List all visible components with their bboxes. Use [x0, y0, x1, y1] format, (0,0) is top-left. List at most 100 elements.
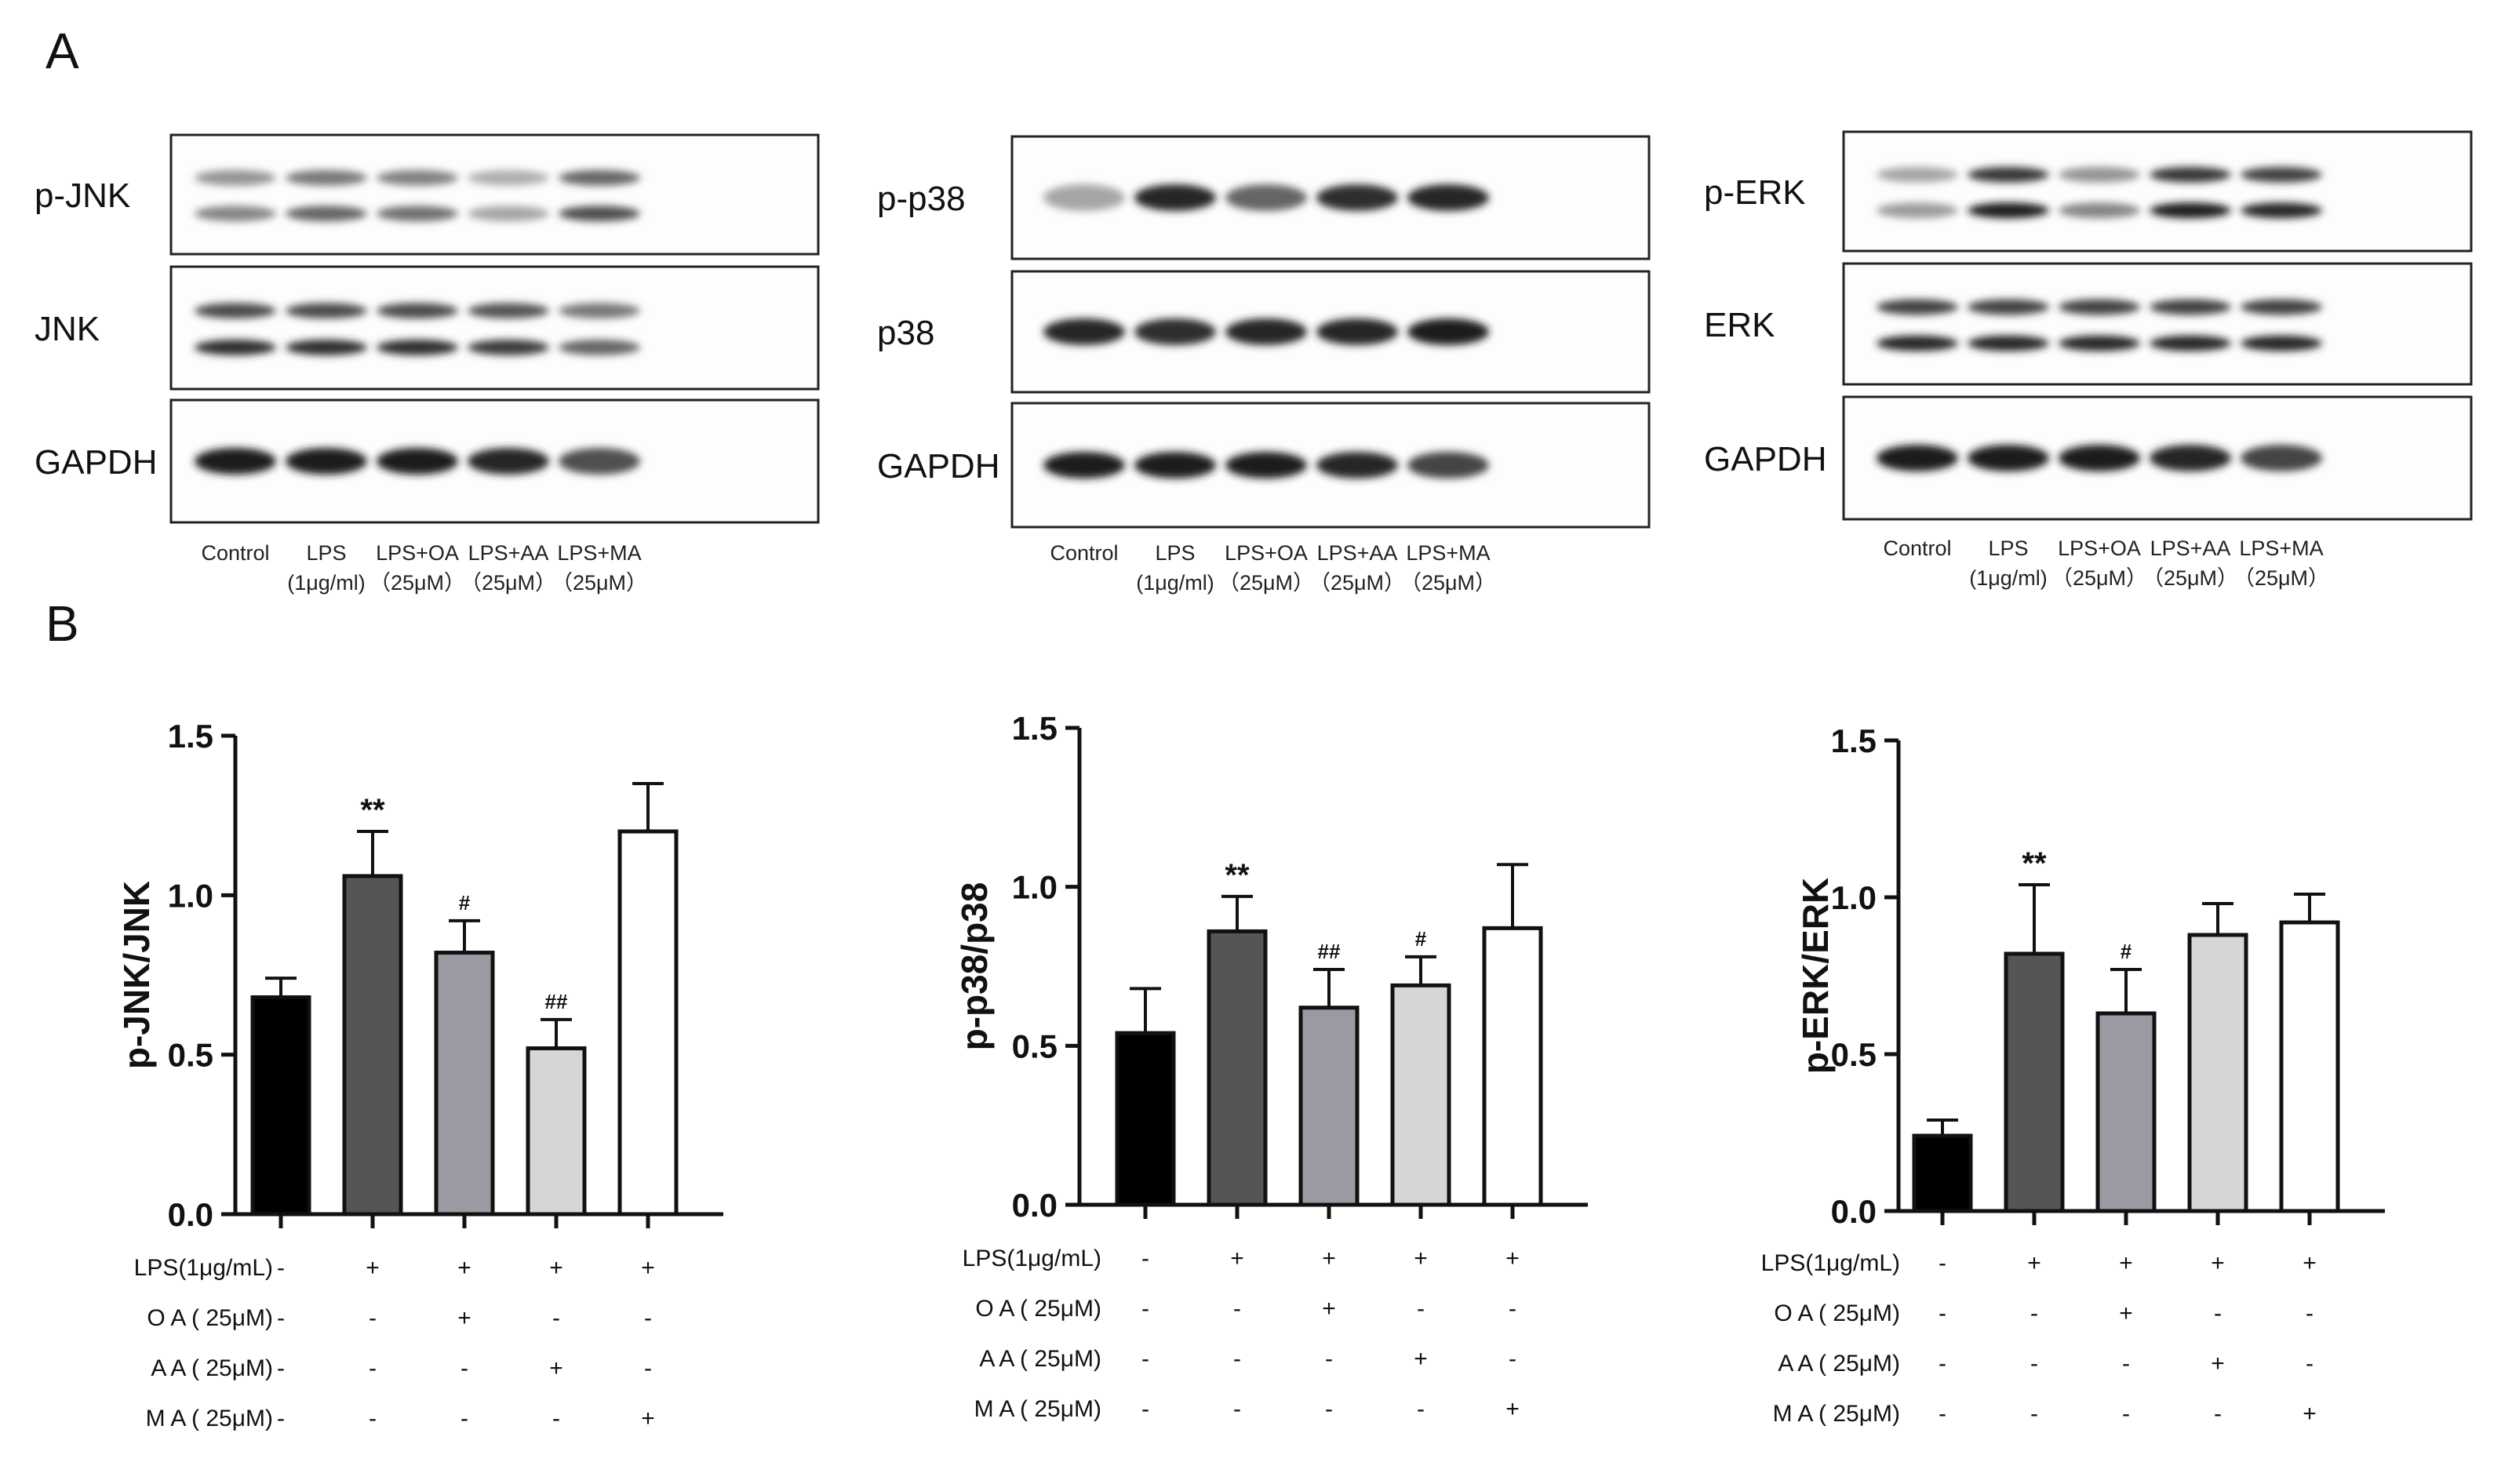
y-tick-label: 0.5	[1831, 1036, 1877, 1073]
y-tick-label: 1.0	[168, 877, 213, 914]
blot-band-jnk-lane-1	[195, 339, 276, 355]
lane-label-control: Control	[201, 541, 269, 565]
treatment-mark: -	[1325, 1396, 1333, 1422]
lane-dose-lps-oa: （25μM）	[2051, 566, 2147, 590]
blot-band-p-jnk-lane-4	[468, 206, 549, 222]
treatment-mark: -	[461, 1406, 468, 1431]
blot-row-label-jnk: JNK	[35, 310, 100, 348]
treatment-mark: +	[2119, 1300, 2133, 1326]
treatment-mark: +	[1230, 1246, 1244, 1271]
blot-band-p38-lane-5	[1407, 318, 1489, 345]
treatment-mark: -	[2306, 1300, 2314, 1326]
blot-band-gapdh-lane-1	[195, 448, 276, 475]
lane-label-lps: LPS	[1155, 541, 1195, 565]
treatment-mark: -	[2122, 1351, 2130, 1377]
treatment-mark: -	[2030, 1401, 2038, 1427]
blot-band-p-erk-lane-1	[1877, 166, 1958, 183]
blot-band-p-erk-lane-5	[2241, 166, 2322, 183]
treatment-label-1: LPS(1μg/mL)	[963, 1246, 1101, 1271]
bar-1	[1912, 1133, 1973, 1213]
treatment-mark: -	[2306, 1351, 2314, 1377]
blot-band-erk-lane-5	[2241, 335, 2322, 351]
blot-band-erk-lane-5	[2241, 299, 2322, 315]
bar-5	[617, 829, 679, 1217]
treatment-mark: +	[2211, 1351, 2225, 1377]
blot-band-jnk-lane-5	[559, 339, 640, 355]
treatment-mark: -	[1141, 1396, 1149, 1422]
blot-band-jnk-lane-3	[377, 339, 458, 355]
blot-band-jnk-lane-3	[377, 303, 458, 319]
bar-4	[526, 1046, 587, 1217]
treatment-mark: +	[641, 1406, 655, 1431]
treatment-mark: +	[1414, 1246, 1428, 1271]
blot-band-erk-lane-2	[1968, 335, 2049, 351]
treatment-mark: -	[1233, 1346, 1241, 1372]
bar-4	[1390, 983, 1451, 1207]
blot-band-erk-lane-3	[2059, 299, 2140, 315]
treatment-label-2: O A ( 25μM)	[147, 1305, 273, 1331]
lane-label-control: Control	[1050, 541, 1118, 565]
lane-label-lps-aa: LPS+AA	[1317, 541, 1398, 565]
blot-band-jnk-lane-4	[468, 339, 549, 355]
y-axis-label: p-JNK/JNK	[116, 881, 157, 1069]
lane-dose-lps: (1μg/ml)	[1136, 571, 1214, 595]
bar-chart-2: 0.00.51.01.5p-p38/p38**###LPS(1μg/mL) - + +…	[954, 710, 1588, 1422]
treatment-label-4: M A ( 25μM)	[1773, 1401, 1900, 1427]
treatment-mark: -	[277, 1406, 285, 1431]
y-tick-label: 0.5	[168, 1037, 213, 1074]
blot-row-label-p-jnk: p-JNK	[35, 176, 130, 215]
bar-2	[1207, 929, 1268, 1207]
treatment-mark: -	[2030, 1300, 2038, 1326]
significance-label-3: ##	[1318, 940, 1341, 963]
blot-band-p-jnk-lane-5	[559, 206, 640, 222]
treatment-mark: +	[641, 1255, 655, 1281]
y-tick-label: 0.0	[1012, 1187, 1058, 1224]
treatment-mark: -	[277, 1305, 285, 1331]
blot-band-gapdh-lane-2	[1968, 445, 2049, 471]
blot-band-p-p38-lane-1	[1043, 184, 1125, 211]
blot-band-jnk-lane-1	[195, 303, 276, 319]
treatment-mark: -	[1939, 1300, 1946, 1326]
lane-label-lps: LPS	[306, 541, 346, 565]
lane-dose-lps: (1μg/ml)	[287, 571, 366, 595]
treatment-mark: -	[1325, 1346, 1333, 1372]
blot-band-gapdh-lane-3	[377, 448, 458, 475]
blot-band-p-jnk-lane-1	[195, 169, 276, 186]
treatment-mark: -	[1939, 1351, 1946, 1377]
blot-band-p-erk-lane-1	[1877, 202, 1958, 219]
treatment-mark: -	[277, 1255, 285, 1281]
treatment-mark: +	[2119, 1250, 2133, 1276]
blot-band-gapdh-lane-5	[2241, 445, 2322, 471]
blot-band-p38-lane-4	[1316, 318, 1398, 345]
blot-band-p38-lane-3	[1225, 318, 1307, 345]
blot-frame-p-jnk	[169, 133, 820, 256]
blot-band-p-jnk-lane-2	[286, 206, 367, 222]
blot-frame-erk	[1842, 262, 2473, 386]
treatment-mark: -	[1417, 1296, 1425, 1322]
blot-band-jnk-lane-2	[286, 339, 367, 355]
blot-band-erk-lane-1	[1877, 335, 1958, 351]
y-tick-label: 1.5	[168, 718, 213, 755]
treatment-mark: +	[457, 1255, 471, 1281]
lane-dose-lps-ma: （25μM）	[1400, 571, 1496, 595]
blot-band-gapdh-lane-1	[1043, 452, 1125, 478]
lane-label-lps-aa: LPS+AA	[468, 541, 549, 565]
blot-band-p-jnk-lane-1	[195, 206, 276, 222]
lane-label-lps-oa: LPS+OA	[2058, 536, 2141, 560]
treatment-mark: +	[549, 1355, 563, 1381]
treatment-mark: +	[1505, 1396, 1520, 1422]
blot-row-label-p-erk: p-ERK	[1704, 173, 1806, 212]
treatment-mark: -	[277, 1355, 285, 1381]
blot-band-p-erk-lane-3	[2059, 202, 2140, 219]
bar-1	[250, 995, 311, 1217]
lane-dose-lps: (1μg/ml)	[1969, 566, 2048, 590]
significance-label-2: **	[2022, 846, 2047, 881]
lane-label-lps-aa: LPS+AA	[2150, 536, 2231, 560]
treatment-mark: -	[1233, 1296, 1241, 1322]
blot-band-p-jnk-lane-5	[559, 169, 640, 186]
blot-band-erk-lane-2	[1968, 299, 2049, 315]
blot-band-p-jnk-lane-3	[377, 206, 458, 222]
